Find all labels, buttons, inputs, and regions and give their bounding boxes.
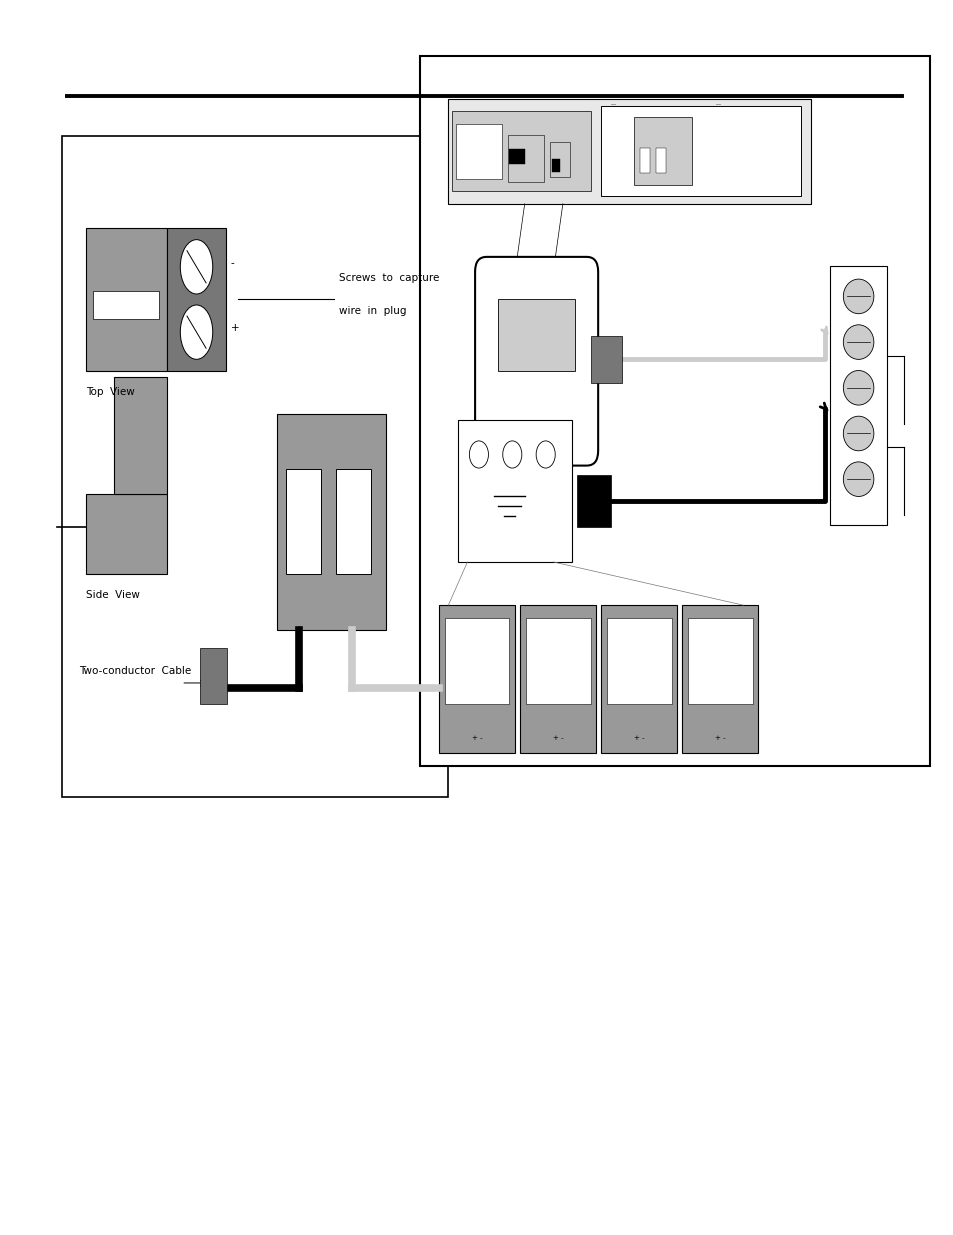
Text: + -: + - <box>714 735 725 741</box>
Bar <box>519 605 596 753</box>
Bar <box>549 142 570 177</box>
Bar <box>656 148 665 173</box>
Bar <box>600 106 801 196</box>
Bar <box>457 420 572 562</box>
Bar <box>114 377 167 494</box>
Bar <box>448 99 810 204</box>
FancyBboxPatch shape <box>475 257 598 466</box>
Bar <box>93 291 159 319</box>
Text: + -: + - <box>633 735 644 741</box>
Bar <box>86 494 167 574</box>
Ellipse shape <box>842 279 873 314</box>
Bar <box>335 469 371 574</box>
Bar <box>600 605 677 753</box>
Ellipse shape <box>180 240 213 294</box>
Bar <box>419 56 929 766</box>
Bar <box>606 618 671 704</box>
Text: Top  View: Top View <box>86 387 134 396</box>
Text: + -: + - <box>552 735 563 741</box>
Bar <box>639 148 649 173</box>
Bar <box>200 648 227 704</box>
Bar <box>591 336 621 383</box>
Ellipse shape <box>180 305 213 359</box>
Bar <box>552 159 559 172</box>
Bar <box>634 117 691 185</box>
Ellipse shape <box>842 462 873 496</box>
Text: Side  View: Side View <box>86 590 139 600</box>
Text: -: - <box>231 258 234 268</box>
Ellipse shape <box>842 370 873 405</box>
Bar <box>276 414 386 630</box>
Bar <box>286 469 321 574</box>
Bar <box>438 605 515 753</box>
Bar <box>829 266 886 525</box>
Ellipse shape <box>536 441 555 468</box>
Bar <box>525 618 590 704</box>
Text: ---: --- <box>610 103 616 107</box>
Bar <box>497 299 575 370</box>
Bar <box>507 135 543 182</box>
Text: Screws  to  capture: Screws to capture <box>338 273 438 284</box>
Ellipse shape <box>469 441 488 468</box>
Ellipse shape <box>842 325 873 359</box>
Ellipse shape <box>842 416 873 451</box>
Bar <box>509 149 524 164</box>
Text: +: + <box>231 324 239 333</box>
Bar <box>86 228 167 370</box>
Text: Two-conductor  Cable: Two-conductor Cable <box>79 666 192 676</box>
Ellipse shape <box>502 441 521 468</box>
Bar <box>167 228 226 370</box>
Bar <box>687 618 752 704</box>
Bar <box>456 124 501 179</box>
Bar <box>62 136 448 797</box>
Text: + -: + - <box>471 735 482 741</box>
Bar <box>452 111 590 191</box>
Text: ---: --- <box>715 103 720 107</box>
Bar <box>577 475 610 527</box>
Bar <box>444 618 509 704</box>
Text: wire  in  plug: wire in plug <box>338 306 406 316</box>
Bar <box>681 605 758 753</box>
